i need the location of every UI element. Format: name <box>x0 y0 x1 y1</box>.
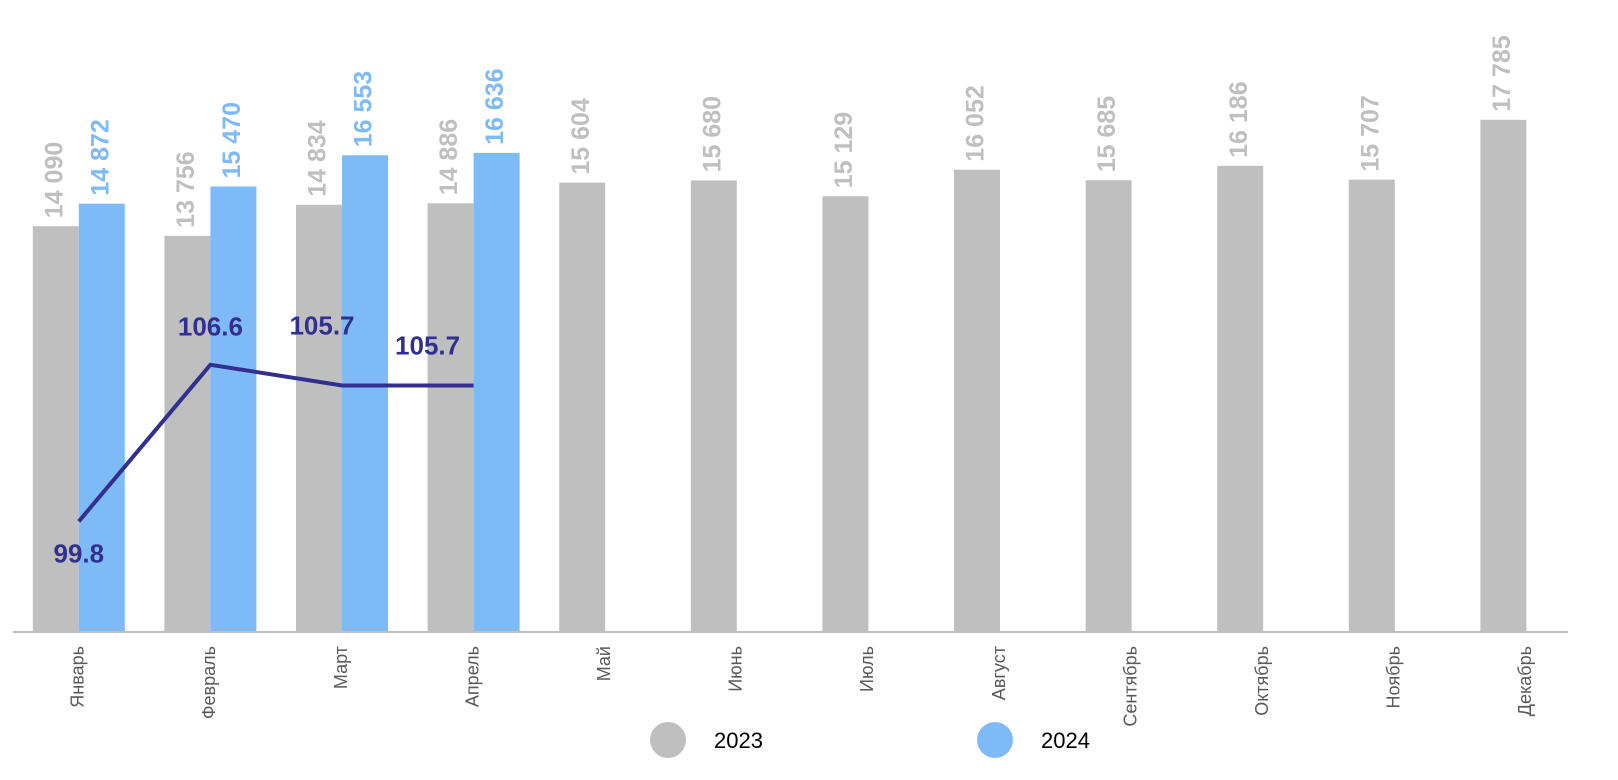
value-label: 14 090 <box>40 142 68 218</box>
x-tick-label: Февраль <box>199 646 219 719</box>
x-tick-label: Апрель <box>462 646 482 707</box>
x-tick-label: Январь <box>68 646 88 708</box>
value-label: 15 685 <box>1093 96 1121 173</box>
x-tick-label: Октябрь <box>1252 646 1272 716</box>
line-value-label: 106.6 <box>178 312 243 342</box>
value-label: 15 707 <box>1356 95 1384 171</box>
bar <box>427 203 474 632</box>
x-tick-label: Июль <box>857 646 877 692</box>
bar <box>822 196 869 633</box>
value-label: 15 680 <box>698 96 726 172</box>
value-label: 17 785 <box>1488 35 1516 112</box>
bar <box>954 169 1000 632</box>
line-value-label: 99.8 <box>53 538 104 568</box>
line-value-label: 105.7 <box>289 310 354 340</box>
value-label: 15 470 <box>218 102 246 178</box>
bar <box>473 152 520 633</box>
x-tick-label: Июнь <box>726 646 746 692</box>
line <box>77 362 474 523</box>
value-label: 15 129 <box>830 112 858 188</box>
value-label: 14 834 <box>304 120 332 197</box>
value-label: 16 186 <box>1225 81 1253 157</box>
bar <box>1217 165 1264 632</box>
x-tick-label: Декабрь <box>1515 646 1535 716</box>
value-label: 14 886 <box>435 119 463 195</box>
legend-marker <box>650 722 686 758</box>
x-tick-label: Сентябрь <box>1120 646 1140 727</box>
x-tick-label: Ноябрь <box>1384 646 1404 708</box>
bar <box>690 180 737 632</box>
value-label: 13 756 <box>172 151 200 227</box>
bar <box>32 226 79 632</box>
bar <box>1480 119 1527 633</box>
bar <box>559 182 606 632</box>
legend-label: 2024 <box>1041 728 1090 753</box>
bar <box>296 204 342 632</box>
value-label: 14 872 <box>86 119 114 195</box>
value-label: 16 636 <box>481 68 509 144</box>
legend-label: 2023 <box>714 728 763 753</box>
x-tick-label: Май <box>594 646 614 681</box>
bar <box>1348 179 1395 632</box>
line-value-label: 105.7 <box>395 330 460 360</box>
value-label: 16 553 <box>350 71 378 147</box>
legend-marker <box>977 722 1013 758</box>
bar <box>78 203 125 632</box>
bar <box>210 186 257 633</box>
bar <box>1085 180 1132 632</box>
value-label: 15 604 <box>567 98 595 175</box>
x-tick-label: Август <box>989 646 1009 700</box>
bar <box>342 155 388 632</box>
x-tick-label: Март <box>331 646 351 689</box>
value-label: 16 052 <box>962 85 990 161</box>
bar <box>164 235 211 632</box>
